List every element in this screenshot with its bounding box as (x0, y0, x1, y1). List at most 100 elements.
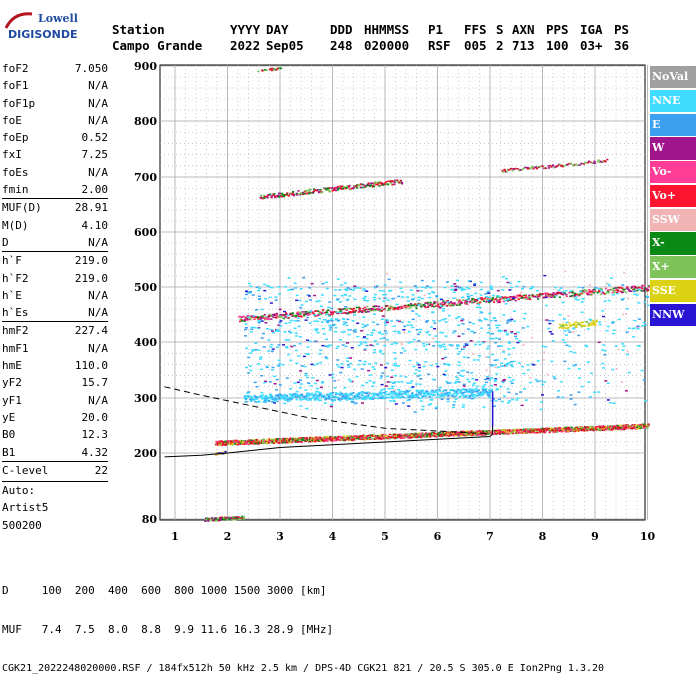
echo-point (493, 364, 497, 366)
echo-point (346, 357, 349, 359)
echo-point (510, 167, 513, 170)
param-row: foEs N/A (2, 165, 108, 179)
echo-point (485, 391, 489, 393)
echo-point (594, 427, 597, 429)
echo-point (316, 387, 320, 390)
echo-point (271, 396, 274, 398)
echo-point (415, 286, 419, 289)
echo-point (256, 442, 259, 445)
echo-point (359, 287, 362, 290)
echo-point (503, 168, 506, 171)
echo-point (460, 289, 464, 292)
echo-point (387, 278, 391, 281)
echo-point (346, 397, 349, 400)
echo-point (470, 392, 474, 395)
echo-point (642, 379, 646, 381)
echo-point (305, 192, 308, 195)
echo-point (376, 343, 380, 345)
echo-point (243, 397, 246, 400)
echo-point (471, 299, 474, 302)
echo-point (399, 179, 402, 182)
echo-point (289, 193, 292, 195)
echo-point (219, 452, 222, 454)
echo-point (257, 396, 260, 398)
echo-point (295, 390, 299, 393)
echo-point (358, 435, 361, 438)
echo-point (324, 281, 328, 284)
echo-point (353, 285, 357, 287)
echo-point (321, 396, 324, 399)
echo-point (257, 321, 261, 324)
echo-point (458, 287, 462, 289)
echo-point (639, 286, 643, 288)
echo-point (346, 364, 350, 366)
echo-point (403, 396, 406, 399)
echo-point (211, 517, 214, 519)
echo-point (289, 359, 293, 361)
echo-point (274, 196, 277, 199)
echo-point (439, 396, 442, 398)
echo-point (542, 296, 546, 299)
echo-point (497, 345, 501, 347)
echo-point (246, 394, 249, 397)
echo-point (468, 389, 471, 391)
echo-point (244, 327, 248, 329)
echo-point (359, 438, 362, 440)
echo-point (544, 294, 548, 296)
echo-point (638, 286, 641, 289)
echo-point (257, 349, 261, 351)
auto-label: Auto: (2, 484, 36, 498)
echo-point (267, 316, 270, 318)
echo-point (375, 308, 379, 310)
echo-point (554, 427, 557, 430)
echo-point (578, 294, 581, 296)
echo-point (424, 302, 427, 304)
echo-point (428, 292, 431, 295)
echo-point (370, 438, 373, 440)
echo-point (469, 340, 473, 342)
echo-point (613, 291, 616, 294)
echo-point (384, 434, 387, 436)
echo-point (561, 339, 565, 341)
echo-point (352, 391, 355, 394)
echo-point (419, 433, 422, 435)
echo-point (272, 316, 275, 318)
echo-point (309, 440, 312, 443)
echo-point (538, 428, 541, 431)
echo-point (257, 318, 260, 320)
echo-point (360, 330, 364, 332)
echo-point (379, 434, 382, 436)
echo-point (604, 380, 608, 382)
echo-point (372, 368, 376, 370)
x-tick-label: 10 (640, 530, 656, 543)
echo-point (317, 395, 320, 398)
echo-point (469, 433, 472, 436)
echo-point (384, 324, 388, 326)
echo-point (315, 379, 319, 382)
echo-point (335, 187, 338, 189)
echo-point (586, 429, 589, 432)
echo-point (357, 306, 360, 309)
echo-point (556, 396, 560, 398)
echo-point (399, 281, 403, 283)
echo-point (402, 396, 405, 398)
echo-point (307, 314, 310, 316)
echo-point (445, 281, 449, 283)
echo-point (495, 324, 499, 327)
echo-point (480, 288, 483, 291)
echo-point (540, 428, 543, 431)
echo-point (567, 428, 570, 430)
echo-point (349, 362, 353, 365)
echo-point (548, 331, 552, 333)
echo-point (479, 392, 482, 394)
echo-point (490, 384, 494, 387)
echo-point (480, 394, 483, 397)
echo-point (278, 293, 281, 295)
echo-point (282, 344, 285, 346)
echo-point (383, 330, 387, 332)
echo-point (445, 389, 448, 392)
echo-point (374, 181, 377, 184)
echo-point (249, 439, 252, 442)
echo-point (423, 294, 426, 296)
echo-point (489, 364, 493, 366)
